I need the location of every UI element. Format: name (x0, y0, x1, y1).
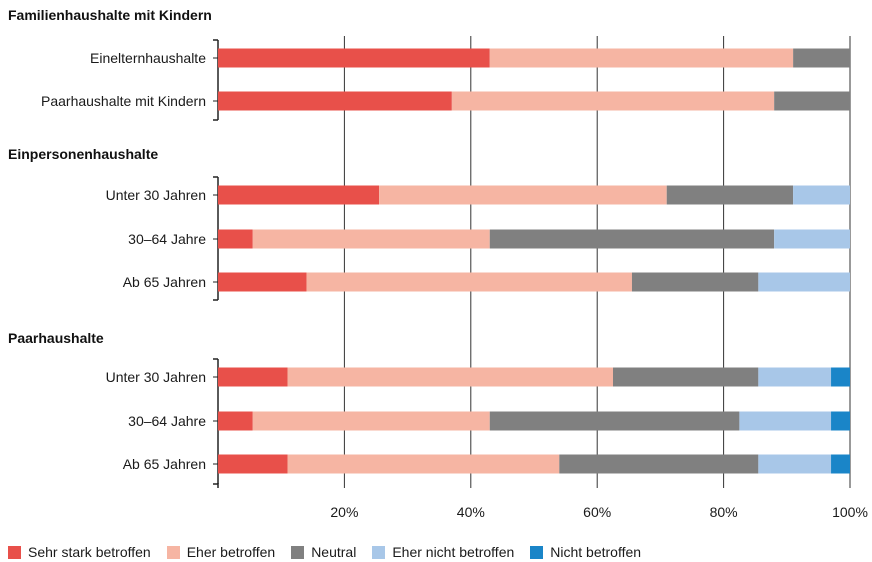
bar-segment (739, 411, 832, 431)
row-label: Paarhaushalte mit Kindern (41, 93, 206, 109)
bar-segment (218, 272, 307, 292)
legend-item: Sehr stark betroffen (8, 544, 151, 560)
bar-segment (758, 454, 832, 474)
row-label: Unter 30 Jahren (106, 187, 206, 203)
legend-swatch (166, 545, 180, 559)
row-label: Unter 30 Jahren (106, 369, 206, 385)
x-tick-label: 60% (583, 504, 611, 520)
x-tick-label: 80% (710, 504, 738, 520)
bar-segment (774, 91, 850, 111)
legend-swatch (8, 545, 21, 559)
bar-segment (287, 367, 613, 387)
bar-segment (831, 411, 850, 431)
bar-segment (559, 454, 759, 474)
bar-segment (451, 91, 775, 111)
bar-segment (218, 411, 253, 431)
group-title: Paarhaushalte (8, 330, 104, 346)
group-title: Einpersonenhaushalte (8, 146, 158, 162)
bar-segment (287, 454, 560, 474)
x-tick-label: 40% (457, 504, 485, 520)
x-tick-label: 20% (330, 504, 358, 520)
legend-label: Nicht betroffen (550, 544, 642, 560)
bar-segment (758, 272, 850, 292)
bar-segment (252, 411, 490, 431)
stacked-bar-chart: Familienhaushalte mit Kindern Einelternha… (8, 7, 868, 520)
legend-swatch (291, 545, 305, 559)
legend-swatch (530, 545, 544, 559)
bar-segment (666, 185, 794, 205)
bar-segment (252, 229, 490, 249)
bar-segment (218, 185, 380, 205)
row-label: 30–64 Jahre (128, 413, 206, 429)
bar-segment (218, 367, 288, 387)
legend-label: Eher betroffen (186, 544, 276, 560)
group-title: Familienhaushalte mit Kindern (8, 7, 212, 23)
row-label: Ab 65 Jahren (123, 274, 206, 290)
bar-segment (379, 185, 667, 205)
legend-label: Eher nicht betroffen (392, 544, 515, 560)
row-label: Einelternhaushalte (90, 50, 206, 66)
bar-segment (218, 229, 253, 249)
legend-swatch (372, 545, 386, 559)
legend-item: Eher betroffen (166, 544, 276, 560)
legend-item: Neutral (291, 544, 356, 560)
bar-segment (218, 454, 288, 474)
row-label: 30–64 Jahre (128, 231, 206, 247)
bar-segment (631, 272, 759, 292)
bar-segment (489, 411, 740, 431)
bar-segment (831, 454, 850, 474)
bar-segment (218, 48, 490, 68)
chart-legend: Sehr stark betroffen Eher betroffen Neutra… (8, 544, 657, 560)
bar-segment (218, 91, 452, 111)
legend-label: Neutral (311, 544, 357, 560)
bar-segment (489, 48, 794, 68)
x-tick-label: 100% (832, 504, 868, 520)
bar-segment (613, 367, 759, 387)
bar-segment (489, 229, 775, 249)
bar-segment (774, 229, 850, 249)
bar-segment (758, 367, 832, 387)
bar-segment (831, 367, 850, 387)
legend-item: Nicht betroffen (530, 544, 641, 560)
row-label: Ab 65 Jahren (123, 456, 206, 472)
legend-label: Sehr stark betroffen (28, 544, 151, 560)
bar-segment (306, 272, 632, 292)
bar-segment (793, 185, 850, 205)
legend-item: Eher nicht betroffen (372, 544, 514, 560)
bar-segment (793, 48, 850, 68)
